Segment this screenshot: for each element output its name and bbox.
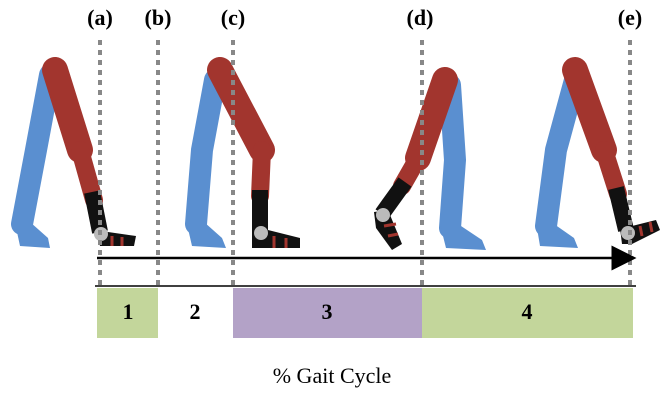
leg-figure bbox=[536, 70, 660, 248]
phase-label: 1 bbox=[123, 299, 134, 324]
leg-figure bbox=[186, 70, 300, 248]
leg-figure bbox=[14, 70, 136, 248]
phase-label: 4 bbox=[522, 299, 533, 324]
gait-diagram: (a) (b) (c) (d) (e) 1 2 3 4 % Gait Cycle bbox=[0, 0, 662, 394]
event-label: (b) bbox=[145, 5, 172, 30]
phase-label: 2 bbox=[190, 299, 201, 324]
leg-figure bbox=[374, 80, 486, 250]
caption: % Gait Cycle bbox=[273, 363, 392, 388]
event-label: (a) bbox=[87, 5, 113, 30]
event-label: (c) bbox=[221, 5, 245, 30]
event-label: (e) bbox=[618, 5, 642, 30]
phase-label: 3 bbox=[322, 299, 333, 324]
event-label: (d) bbox=[407, 5, 434, 30]
